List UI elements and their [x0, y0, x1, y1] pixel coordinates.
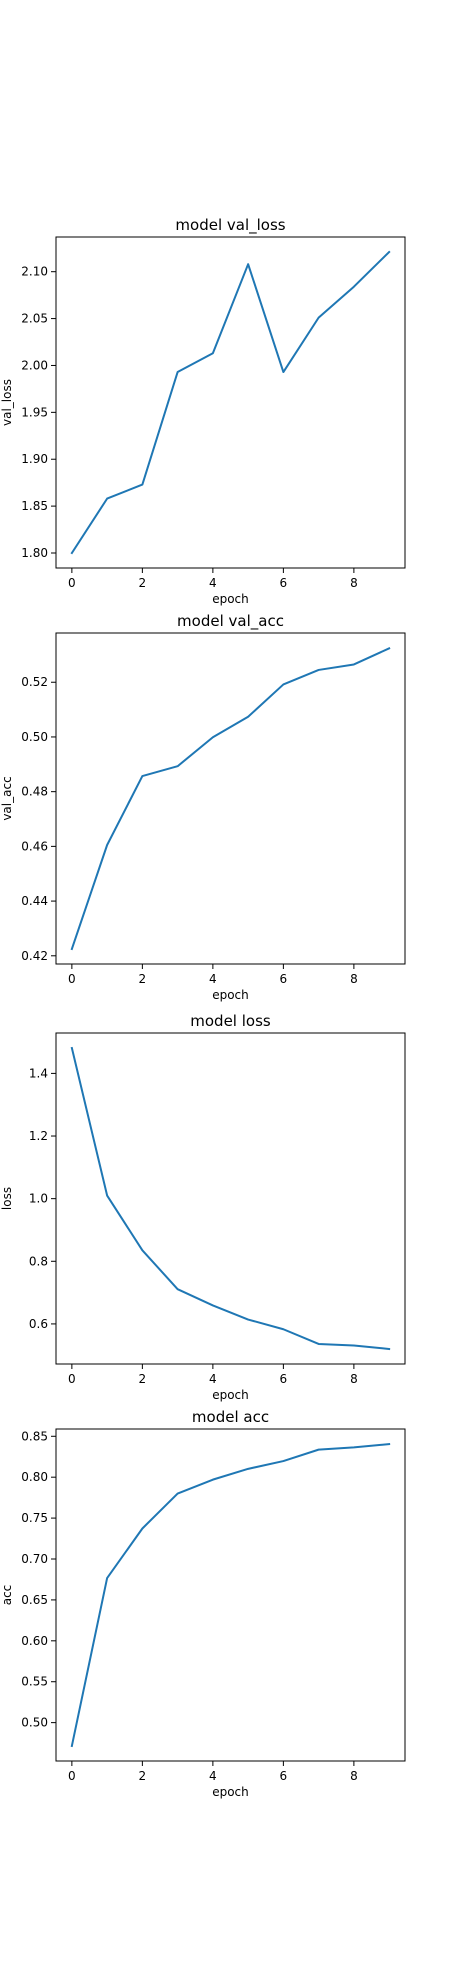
y-tick-label: 2.05 [21, 312, 48, 326]
y-tick-label: 0.80 [21, 1470, 48, 1484]
x-tick-label: 2 [139, 576, 147, 590]
x-axis-label: epoch [212, 988, 249, 1002]
chart-panel-2: model val_acc 0 2 4 6 8 0.42 0.44 0.46 0.48 0.50 0.… [0, 612, 406, 1002]
x-tick-label: 4 [209, 1372, 217, 1386]
chart-title: model acc [192, 1408, 269, 1426]
y-tick-label: 0.44 [21, 894, 48, 908]
x-tick-label: 8 [350, 1372, 358, 1386]
x-tick-label: 0 [68, 576, 76, 590]
y-tick-label: 0.75 [21, 1511, 48, 1525]
y-tick-label: 1.85 [21, 499, 48, 513]
chart-title: model val_loss [175, 216, 285, 235]
x-tick-label: 4 [209, 972, 217, 986]
y-axis-label: val_loss [0, 379, 14, 426]
x-tick-label: 0 [68, 1769, 76, 1783]
y-tick-label: 0.60 [21, 1634, 48, 1648]
chart-panel-1: model val_loss 0 2 4 6 8 1.80 1.85 1.90 1.95 2.00 2… [0, 216, 406, 606]
y-tick-label: 2.00 [21, 358, 48, 372]
x-tick-label: 6 [280, 972, 288, 986]
y-tick-label: 1.95 [21, 405, 48, 419]
axes-frame [55, 1428, 406, 1762]
x-tick-label: 4 [209, 1769, 217, 1783]
y-tick-label: 0.50 [21, 1716, 48, 1730]
y-tick-label: 0.85 [21, 1429, 48, 1443]
x-tick-label: 8 [350, 972, 358, 986]
series-line [70, 1046, 391, 1351]
series-line [70, 1443, 391, 1748]
chart-title: model val_acc [177, 612, 284, 631]
x-tick-label: 6 [280, 576, 288, 590]
axes-frame [55, 236, 406, 569]
y-tick-label: 1.0 [29, 1192, 48, 1206]
y-tick-label: 0.70 [21, 1552, 48, 1566]
axes-frame [55, 632, 406, 965]
x-tick-label: 2 [139, 1372, 147, 1386]
y-tick-label: 1.4 [29, 1066, 48, 1080]
y-axis-label: acc [0, 1585, 14, 1606]
x-tick-label: 0 [68, 1372, 76, 1386]
x-tick-label: 8 [350, 576, 358, 590]
y-tick-label: 1.2 [29, 1129, 48, 1143]
x-axis-label: epoch [212, 1388, 249, 1402]
y-tick-label: 0.48 [21, 785, 48, 799]
x-tick-label: 6 [280, 1372, 288, 1386]
series-line [70, 646, 391, 951]
x-tick-label: 4 [209, 576, 217, 590]
x-tick-label: 2 [139, 1769, 147, 1783]
y-tick-label: 0.46 [21, 839, 48, 853]
y-tick-label: 0.50 [21, 730, 48, 744]
series-line [70, 250, 391, 555]
y-tick-label: 0.42 [21, 949, 48, 963]
y-axis-label: val_acc [0, 776, 14, 820]
y-axis-label: loss [0, 1187, 14, 1210]
chart-panel-4: model acc 0 2 4 6 8 0.50 0.55 0.60 0.65 0.70 0.75 0.… [0, 1408, 406, 1799]
chart-title: model loss [190, 1012, 271, 1030]
y-tick-label: 0.55 [21, 1675, 48, 1689]
y-tick-label: 2.10 [21, 265, 48, 279]
x-axis-label: epoch [212, 592, 249, 606]
y-tick-label: 0.6 [29, 1317, 48, 1331]
y-tick-label: 0.52 [21, 675, 48, 689]
y-tick-label: 1.90 [21, 452, 48, 466]
x-tick-label: 0 [68, 972, 76, 986]
y-tick-label: 1.80 [21, 546, 48, 560]
y-tick-label: 0.8 [29, 1254, 48, 1268]
y-tick-label: 0.65 [21, 1593, 48, 1607]
chart-panel-3: model loss 0 2 4 6 8 0.6 0.8 1.0 1.2 1.4 epoch loss [0, 1012, 406, 1402]
x-tick-label: 6 [280, 1769, 288, 1783]
x-tick-label: 8 [350, 1769, 358, 1783]
x-axis-label: epoch [212, 1785, 249, 1799]
x-tick-label: 2 [139, 972, 147, 986]
